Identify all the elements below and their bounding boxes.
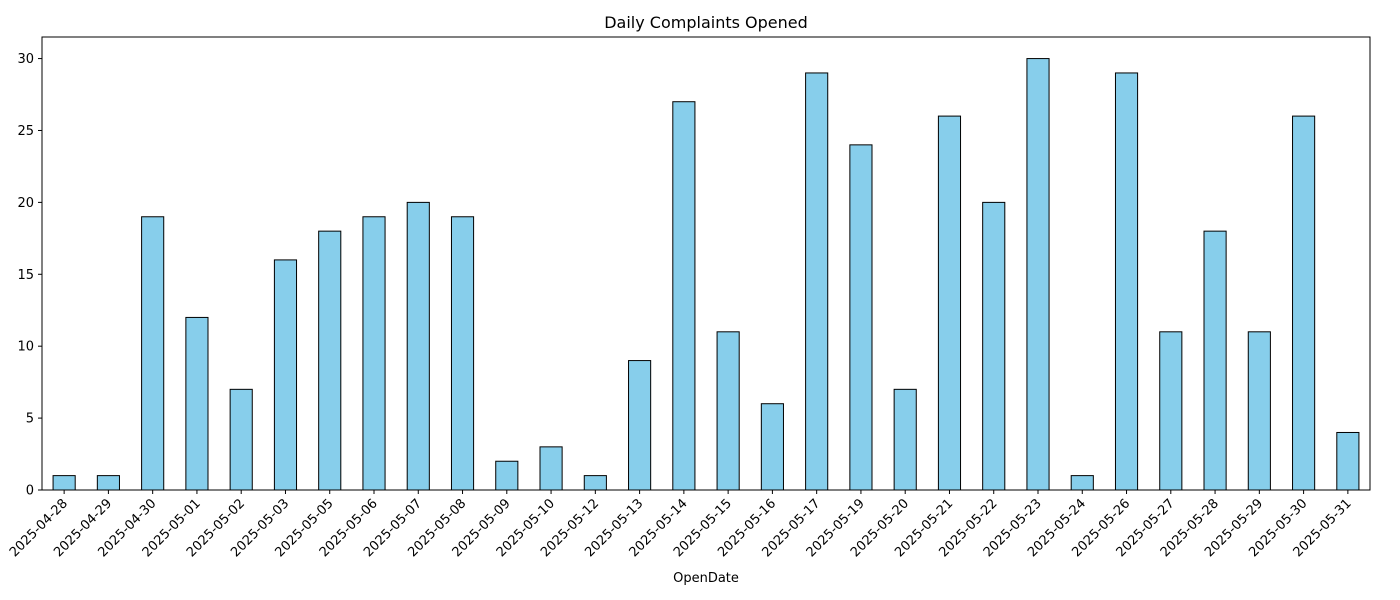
bar-2025-05-08 bbox=[450, 216, 475, 491]
bar-2025-05-09 bbox=[495, 460, 519, 491]
x-axis: 2025-04-282025-04-292025-04-302025-05-01… bbox=[7, 490, 1355, 560]
bar-2025-05-12 bbox=[583, 475, 607, 491]
bar-2025-05-27 bbox=[1159, 331, 1183, 491]
bar-2025-05-10 bbox=[539, 446, 563, 491]
bar-2025-05-01 bbox=[185, 316, 209, 491]
y-tick-label: 5 bbox=[26, 412, 34, 427]
bar-2025-05-17 bbox=[805, 72, 829, 491]
y-tick-label: 25 bbox=[17, 124, 34, 139]
y-tick-label: 0 bbox=[26, 484, 34, 499]
bar-2025-05-19 bbox=[849, 144, 873, 491]
bar-2025-05-13 bbox=[628, 360, 652, 491]
y-tick-label: 20 bbox=[17, 196, 34, 211]
bar-2025-05-24 bbox=[1070, 475, 1094, 491]
y-tick-label: 10 bbox=[17, 340, 34, 355]
bar-2025-05-07 bbox=[406, 201, 430, 491]
bar-2025-05-05 bbox=[318, 230, 342, 491]
bar-2025-05-02 bbox=[229, 388, 253, 491]
bar-2025-05-30 bbox=[1292, 115, 1316, 491]
bar-2025-05-26 bbox=[1114, 72, 1139, 491]
chart-title: Daily Complaints Opened bbox=[604, 13, 808, 32]
bar-2025-05-28 bbox=[1203, 230, 1227, 491]
bar-2025-05-22 bbox=[982, 201, 1006, 491]
bar-2025-04-30 bbox=[141, 216, 165, 491]
bar-2025-05-31 bbox=[1336, 431, 1360, 491]
y-tick-label: 30 bbox=[17, 52, 34, 67]
x-axis-label: OpenDate bbox=[673, 571, 739, 586]
bar-2025-04-28 bbox=[52, 475, 76, 491]
bar-2025-05-03 bbox=[273, 259, 298, 491]
bar-2025-04-29 bbox=[96, 475, 120, 491]
bar-2025-05-15 bbox=[716, 331, 740, 491]
y-tick-label: 15 bbox=[17, 268, 34, 283]
bar-2025-05-20 bbox=[893, 388, 917, 491]
bar-2025-05-23 bbox=[1026, 58, 1050, 491]
plot-frame bbox=[41, 36, 1371, 491]
bar-2025-05-16 bbox=[760, 403, 784, 491]
bar-2025-05-14 bbox=[672, 101, 696, 491]
y-axis: 0 5 10 15 20 25 30 bbox=[17, 52, 42, 499]
bar-2025-05-21 bbox=[937, 115, 962, 491]
bars-group bbox=[52, 58, 1360, 491]
bar-2025-05-29 bbox=[1247, 331, 1271, 491]
bar-2025-05-06 bbox=[362, 216, 386, 491]
